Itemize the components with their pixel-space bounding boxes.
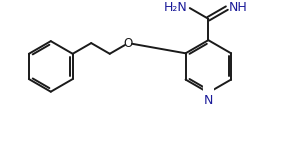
Text: N: N — [204, 94, 213, 107]
Text: O: O — [124, 37, 133, 50]
Text: NH: NH — [229, 1, 248, 14]
Text: H₂N: H₂N — [164, 1, 188, 14]
